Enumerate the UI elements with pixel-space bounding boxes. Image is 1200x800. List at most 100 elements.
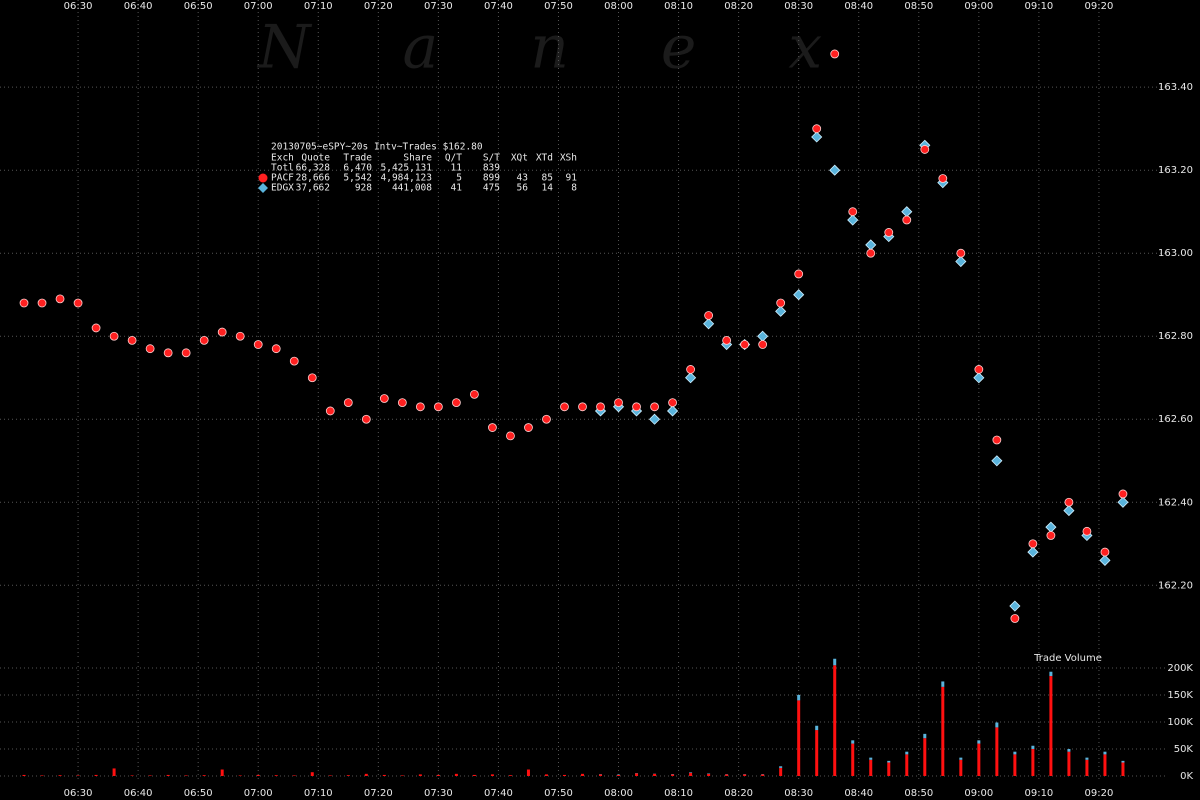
trade-marker xyxy=(830,49,840,59)
volume-title: Trade Volume xyxy=(1033,653,1102,664)
trade-marker xyxy=(740,340,750,349)
trade-marker xyxy=(271,344,281,354)
volume-bar xyxy=(58,775,62,777)
volume-bar xyxy=(851,740,855,744)
trade-marker xyxy=(829,164,841,176)
x-tick-label: 08:20 xyxy=(724,1,753,12)
trade-marker xyxy=(488,423,497,432)
volume-bar xyxy=(851,743,855,777)
trade-marker xyxy=(91,323,101,333)
volume-bar xyxy=(707,773,711,777)
stats-column-header: XSh xyxy=(560,153,577,164)
stats-column-header: XTd xyxy=(536,153,553,164)
x-tick-label: 08:30 xyxy=(784,1,813,12)
volume-bar xyxy=(833,658,837,666)
volume-bar xyxy=(418,774,422,777)
volume-bar xyxy=(1049,676,1053,777)
y-tick-label: 0K xyxy=(1180,771,1193,782)
trade-marker xyxy=(578,402,587,412)
stats-cell: 14 xyxy=(542,183,554,194)
stats-column-header: Share xyxy=(403,153,432,164)
y-tick-label: 100K xyxy=(1167,717,1193,728)
trade-marker xyxy=(397,398,407,408)
volume-bar xyxy=(1013,754,1017,777)
trade-marker xyxy=(1064,497,1074,507)
stats-cell: 66,328 xyxy=(296,163,331,174)
trade-marker xyxy=(776,298,786,308)
trade-marker xyxy=(253,340,263,349)
x-tick-label: 09:00 xyxy=(964,788,993,799)
volume-bar xyxy=(184,775,188,777)
volume-bar xyxy=(869,759,873,777)
y-tick-label: 162.80 xyxy=(1158,331,1193,342)
volume-bar xyxy=(1049,671,1053,677)
y-tick-label: 50K xyxy=(1174,744,1194,755)
volume-bar xyxy=(310,772,314,777)
volume-bar xyxy=(526,769,530,777)
legend-marker xyxy=(258,173,268,183)
trade-marker xyxy=(866,248,876,258)
stats-cell: 37,662 xyxy=(296,183,330,194)
volume-bar xyxy=(256,774,260,777)
volume-bar xyxy=(689,772,693,773)
volume-bar xyxy=(923,733,927,739)
volume-bar xyxy=(400,775,404,777)
stats-cell: 8 xyxy=(571,183,577,194)
stats-cell: 475 xyxy=(483,183,500,194)
stats-cell: 11 xyxy=(451,163,463,174)
volume-bar xyxy=(490,774,494,777)
trade-marker xyxy=(667,405,679,417)
x-tick-label: 08:50 xyxy=(904,1,933,12)
volume-bar xyxy=(562,774,566,777)
x-tick-label: 08:30 xyxy=(784,788,813,799)
x-tick-label: 07:20 xyxy=(364,788,393,799)
stats-total-label: Totl xyxy=(271,163,294,174)
volume-bar xyxy=(1031,745,1035,749)
volume-bar xyxy=(869,757,873,760)
trade-marker xyxy=(992,435,1002,445)
trade-marker xyxy=(235,331,245,341)
volume-bar xyxy=(166,774,170,777)
trade-marker xyxy=(1082,526,1092,536)
x-tick-label: 06:50 xyxy=(184,788,213,799)
labels-layer: 20130705~eSPY~20s Intv~Trades $162.80 To… xyxy=(64,1,1194,799)
stats-column-header: S/T xyxy=(483,153,500,164)
trade-marker xyxy=(847,214,859,226)
volume-bar xyxy=(1067,751,1071,777)
volume-bar xyxy=(544,774,548,777)
trade-marker xyxy=(703,318,715,330)
x-tick-label: 07:30 xyxy=(424,1,453,12)
trade-marker xyxy=(758,340,768,349)
x-tick-label: 07:50 xyxy=(544,788,573,799)
trade-marker xyxy=(775,305,787,317)
volume-bar xyxy=(905,751,909,755)
volume-bar xyxy=(472,774,476,777)
volume-bar xyxy=(202,775,206,777)
x-tick-label: 07:10 xyxy=(304,788,333,799)
stats-cell: 85 xyxy=(542,173,553,184)
trade-marker xyxy=(793,289,805,301)
x-tick-label: 07:50 xyxy=(544,1,573,12)
trade-marker xyxy=(1099,554,1111,566)
trade-marker xyxy=(542,414,551,424)
volume-bar xyxy=(1085,759,1089,777)
x-tick-label: 06:40 xyxy=(124,788,153,799)
x-tick-label: 08:50 xyxy=(904,788,933,799)
stats-cell: 5,542 xyxy=(343,173,372,184)
trade-marker xyxy=(704,311,714,320)
volume-bar xyxy=(959,759,963,777)
x-tick-label: 08:40 xyxy=(844,1,873,12)
trade-marker xyxy=(938,174,948,183)
y-tick-label: 162.60 xyxy=(1158,414,1193,425)
x-tick-label: 08:40 xyxy=(844,788,873,799)
trade-marker xyxy=(757,330,769,342)
x-tick-label: 08:00 xyxy=(604,1,633,12)
x-tick-label: 07:30 xyxy=(424,788,453,799)
trade-marker xyxy=(865,239,877,251)
volume-bar xyxy=(220,769,224,777)
trade-marker xyxy=(614,398,623,408)
volume-bar xyxy=(959,757,963,760)
watermark: Nanex xyxy=(256,13,914,83)
volume-bar xyxy=(977,743,981,777)
trade-marker xyxy=(650,402,659,412)
